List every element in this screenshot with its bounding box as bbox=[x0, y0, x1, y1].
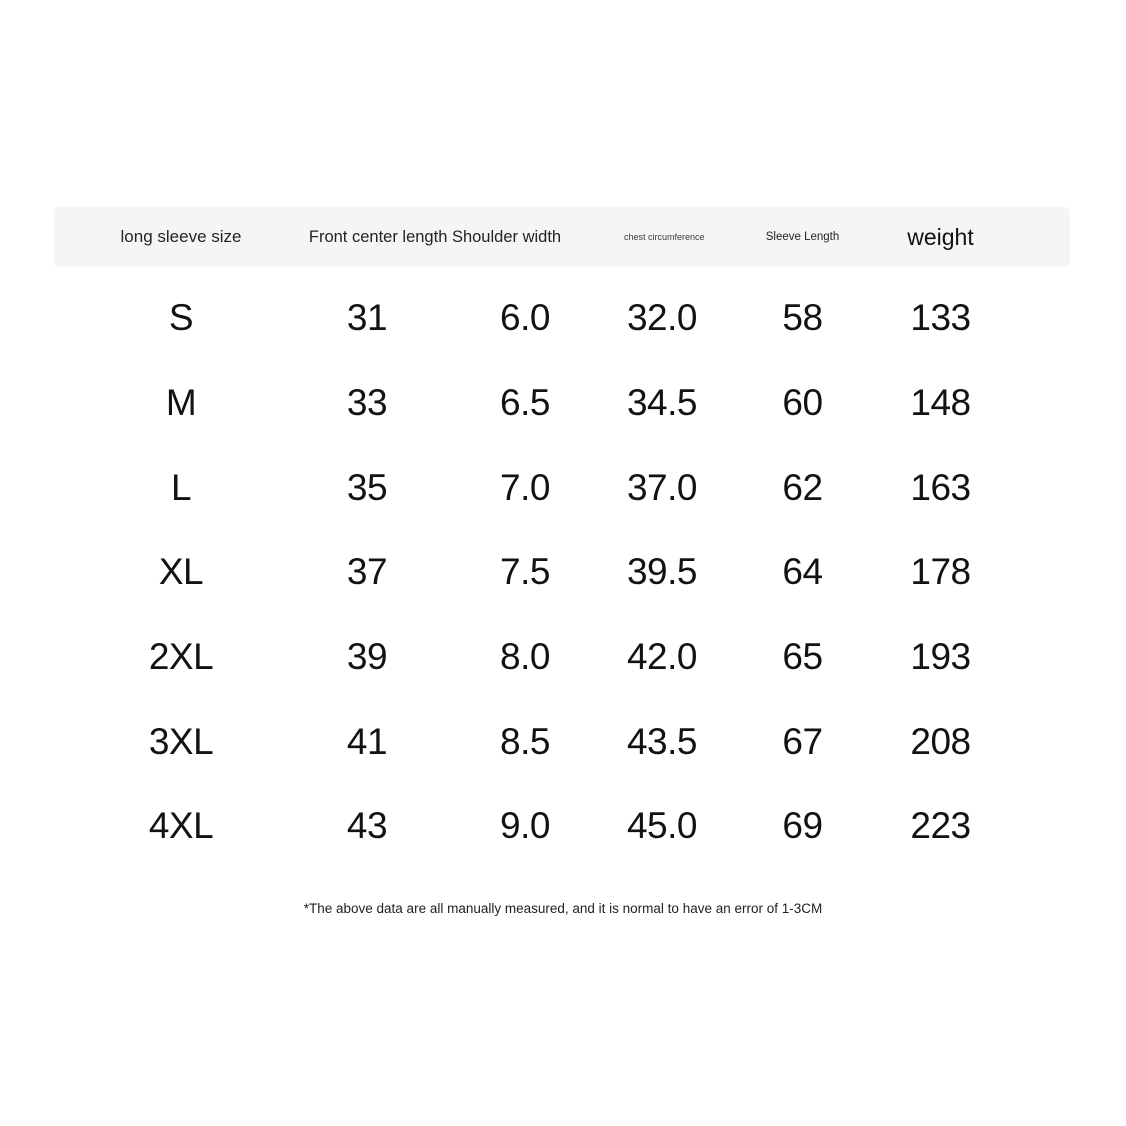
front-center-length-cell: 31 bbox=[346, 297, 388, 339]
size-cell: 3XL bbox=[148, 720, 214, 762]
sleeve-length-cell: 64 bbox=[782, 551, 823, 593]
weight-cell: 163 bbox=[910, 466, 971, 508]
table-row: XL 37 7.5 39.5 64 178 bbox=[54, 530, 1070, 615]
chest-circumference-cell: 37.0 bbox=[626, 466, 698, 508]
shoulder-width-cell: 7.0 bbox=[500, 466, 550, 508]
weight-cell: 133 bbox=[910, 297, 971, 339]
front-center-length-cell: 39 bbox=[346, 636, 388, 678]
front-center-length-cell: 37 bbox=[346, 551, 388, 593]
shoulder-width-cell: 6.5 bbox=[500, 382, 550, 424]
header-size-label: long sleeve size bbox=[120, 227, 242, 246]
size-cell: M bbox=[165, 382, 197, 424]
weight-cell: 193 bbox=[910, 636, 971, 678]
table-row: 2XL 39 8.0 42.0 65 193 bbox=[54, 615, 1070, 700]
front-center-length-cell: 33 bbox=[346, 382, 388, 424]
chest-circumference-cell: 45.0 bbox=[626, 805, 698, 847]
shoulder-width-cell: 9.0 bbox=[500, 805, 550, 847]
table-header-row: long sleeve size Front center length Sho… bbox=[54, 207, 1070, 267]
table-row: 4XL 43 9.0 45.0 69 223 bbox=[54, 784, 1070, 869]
table-row: M 33 6.5 34.5 60 148 bbox=[54, 361, 1070, 446]
header-weight-label: weight bbox=[907, 223, 974, 250]
size-cell: S bbox=[168, 297, 194, 339]
shoulder-width-cell: 8.0 bbox=[500, 636, 550, 678]
sleeve-length-cell: 69 bbox=[782, 805, 823, 847]
weight-cell: 223 bbox=[910, 805, 971, 847]
size-cell: 4XL bbox=[148, 805, 214, 847]
chest-circumference-cell: 42.0 bbox=[626, 636, 698, 678]
sleeve-length-cell: 62 bbox=[782, 466, 823, 508]
header-chest-label: chest circumference bbox=[624, 232, 705, 242]
table-row: S 31 6.0 32.0 58 133 bbox=[54, 276, 1070, 361]
table-body: S 31 6.0 32.0 58 133 M 33 6.5 34.5 60 14… bbox=[54, 276, 1070, 869]
size-chart-table: long sleeve size Front center length Sho… bbox=[54, 207, 1070, 869]
sleeve-length-cell: 65 bbox=[782, 636, 823, 678]
size-cell: L bbox=[170, 466, 192, 508]
size-cell: 2XL bbox=[148, 636, 214, 678]
front-center-length-cell: 41 bbox=[346, 720, 388, 762]
measurement-disclaimer: *The above data are all manually measure… bbox=[303, 901, 823, 916]
sleeve-length-cell: 58 bbox=[782, 297, 823, 339]
table-row: 3XL 41 8.5 43.5 67 208 bbox=[54, 699, 1070, 784]
chest-circumference-cell: 34.5 bbox=[626, 382, 698, 424]
header-sleeve-label: Sleeve Length bbox=[765, 231, 840, 243]
chest-circumference-cell: 43.5 bbox=[626, 720, 698, 762]
size-cell: XL bbox=[158, 551, 204, 593]
sleeve-length-cell: 67 bbox=[782, 720, 823, 762]
weight-cell: 178 bbox=[910, 551, 971, 593]
front-center-length-cell: 35 bbox=[346, 466, 388, 508]
front-center-length-cell: 43 bbox=[346, 805, 388, 847]
weight-cell: 208 bbox=[910, 720, 971, 762]
chest-circumference-cell: 32.0 bbox=[626, 297, 698, 339]
sleeve-length-cell: 60 bbox=[782, 382, 823, 424]
table-row: L 35 7.0 37.0 62 163 bbox=[54, 445, 1070, 530]
shoulder-width-cell: 7.5 bbox=[500, 551, 550, 593]
weight-cell: 148 bbox=[910, 382, 971, 424]
chest-circumference-cell: 39.5 bbox=[626, 551, 698, 593]
header-front-shoulder-label: Front center length Shoulder width bbox=[308, 227, 562, 246]
shoulder-width-cell: 8.5 bbox=[500, 720, 550, 762]
shoulder-width-cell: 6.0 bbox=[500, 297, 550, 339]
